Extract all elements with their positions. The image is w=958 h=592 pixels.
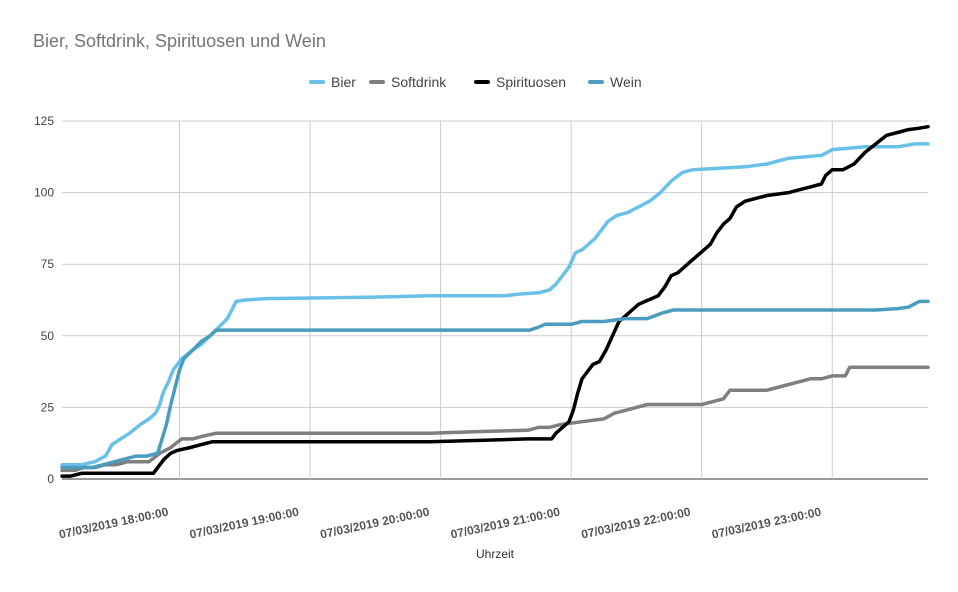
legend-item-bier[interactable]: Bier [309, 74, 356, 90]
y-tick-label: 125 [34, 114, 54, 128]
series-line-wein [60, 299, 930, 470]
series-line-softdrink [60, 365, 930, 473]
y-tick-label: 75 [41, 257, 55, 271]
x-tick-label: 07/03/2019 19:00:00 [188, 505, 300, 542]
series-lines [60, 124, 930, 478]
x-tick-label: 07/03/2019 20:00:00 [319, 505, 431, 542]
series-line-spirituosen [60, 124, 930, 478]
grid-lines [62, 120, 928, 480]
legend-label: Bier [331, 74, 356, 90]
y-tick-label: 100 [34, 186, 54, 200]
y-tick-label: 25 [41, 400, 55, 414]
legend-label: Wein [610, 74, 642, 90]
y-tick-label: 0 [47, 472, 54, 486]
legend-item-spirituosen[interactable]: Spirituosen [474, 74, 566, 90]
legend-label: Spirituosen [496, 74, 566, 90]
legend[interactable]: Bier Softdrink Spirituosen Wein [309, 74, 642, 90]
x-tick-label: 07/03/2019 21:00:00 [449, 505, 561, 542]
x-tick-label: 07/03/2019 23:00:00 [710, 505, 822, 542]
x-tick-label: 07/03/2019 18:00:00 [58, 505, 170, 542]
x-axis-title: Uhrzeit [476, 547, 515, 561]
legend-item-softdrink[interactable]: Softdrink [369, 74, 447, 90]
y-tick-label: 50 [41, 329, 55, 343]
chart-title: Bier, Softdrink, Spirituosen und Wein [33, 31, 326, 51]
axes: 0 25 50 75 100 125 07/03/2019 18:00:00 07/03/20… [34, 114, 823, 542]
legend-label: Softdrink [391, 74, 447, 90]
x-tick-label: 07/03/2019 22:00:00 [580, 505, 692, 542]
series-line-bier [60, 142, 930, 467]
legend-item-wein[interactable]: Wein [588, 74, 642, 90]
